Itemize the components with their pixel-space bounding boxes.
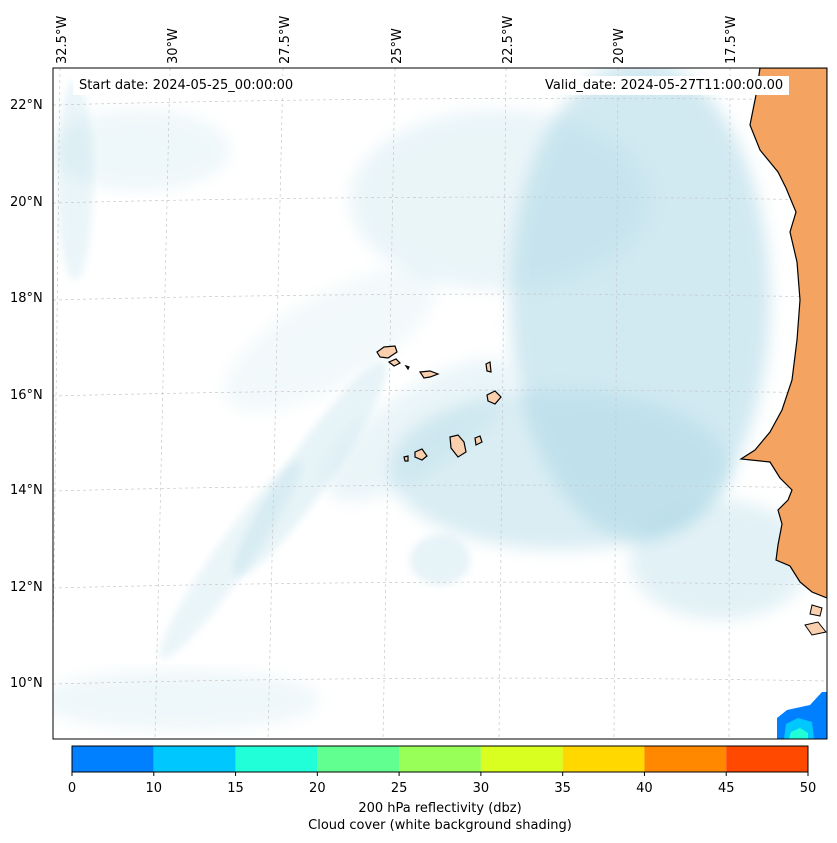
colorbar-segment <box>726 746 808 772</box>
map-frame <box>52 67 828 740</box>
colorbar-tick-label: 30 <box>472 781 490 796</box>
colorbar-tick-label: 10 <box>145 781 163 796</box>
latitude-label: 18°N <box>10 291 43 306</box>
latitude-label: 20°N <box>10 195 43 210</box>
colorbar-label-reflectivity: 200 hPa reflectivity (dbz) <box>358 801 522 816</box>
reflectivity-cell <box>777 692 827 739</box>
cloud-cover-layer <box>53 68 810 730</box>
colorbar-tick-label: 0 <box>67 781 77 796</box>
latitude-label: 10°N <box>10 676 43 691</box>
africa-coast-land <box>739 68 827 636</box>
longitude-label: 30°W <box>166 28 181 64</box>
longitude-label: 25°W <box>390 28 405 64</box>
latitude-label: 22°N <box>10 98 43 113</box>
colorbar-segment <box>399 746 481 772</box>
colorbar-tick-label: 40 <box>636 781 653 796</box>
gridlines <box>53 68 827 739</box>
colorbar-segment <box>72 746 154 772</box>
longitude-label: 17.5°W <box>724 15 739 64</box>
colorbar-tick-label: 50 <box>799 781 817 796</box>
longitude-label: 20°W <box>612 28 627 64</box>
colorbar-tick-label: 25 <box>390 781 408 796</box>
valid-date-label: Valid_date: 2024-05-27T11:00:00.00 <box>539 76 790 95</box>
latitude-label: 14°N <box>10 483 43 498</box>
colorbar-segment <box>644 746 727 772</box>
colorbar-segment <box>235 746 318 772</box>
cape-verde-islands <box>376 345 502 462</box>
colorbar-segment <box>317 746 400 772</box>
longitude-label: 22.5°W <box>501 15 516 64</box>
colorbar-segment <box>480 746 563 772</box>
colorbar-segment <box>562 746 645 772</box>
colorbar-tick-label: 45 <box>717 781 735 796</box>
colorbar-segment <box>153 746 236 772</box>
colorbar-label-cloud-cover: Cloud cover (white background shading) <box>308 818 572 833</box>
colorbar-tick-label: 20 <box>309 781 326 796</box>
colorbar-tick-label: 35 <box>554 781 571 796</box>
colorbar-tick-label: 15 <box>227 781 244 796</box>
start-date-label: Start date: 2024-05-25_00:00:00 <box>73 76 300 95</box>
colorbar <box>71 745 809 776</box>
longitude-label: 32.5°W <box>55 15 70 64</box>
colorbar-frame <box>71 745 809 773</box>
latitude-label: 12°N <box>10 580 43 595</box>
longitude-label: 27.5°W <box>278 15 293 64</box>
latitude-label: 16°N <box>10 388 43 403</box>
